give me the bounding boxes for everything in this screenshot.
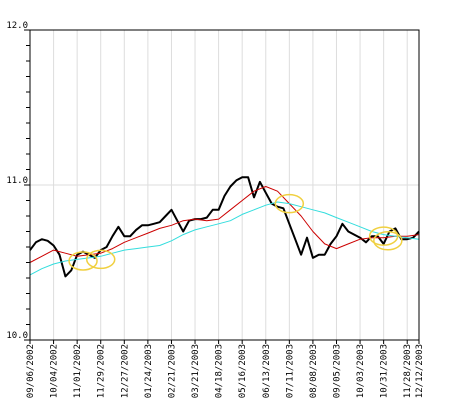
x-tick-label: 12/12/2003: [415, 344, 425, 398]
annotation-ellipse: [274, 193, 305, 214]
x-tick-label: 06/13/2003: [262, 344, 272, 398]
y-tick-label: 10.0: [6, 331, 28, 341]
y-tick-label: 11.0: [6, 176, 28, 186]
x-tick-label: 11/29/2002: [97, 344, 107, 398]
x-tick-label: 01/24/2003: [144, 344, 154, 398]
annotation-ellipse: [68, 251, 98, 271]
x-tick-label: 07/11/2003: [285, 344, 295, 398]
x-tick-label: 09/06/2002: [26, 344, 36, 398]
x-tick-label: 05/16/2003: [238, 344, 248, 398]
annotation-ellipse: [368, 226, 399, 246]
x-tick-label: 10/04/2002: [50, 344, 60, 398]
series-group: [29, 176, 420, 278]
plot-frame: [24, 29, 420, 344]
annotation-ellipse: [85, 249, 116, 270]
x-tick-label: 11/28/2003: [403, 344, 413, 398]
series-line-1: [29, 176, 420, 278]
x-tick-label: 03/21/2003: [191, 344, 201, 398]
y-axis: 10.0 11.0 12.0: [6, 21, 28, 341]
x-tick-label: 12/27/2002: [120, 344, 130, 398]
x-axis: 09/06/2002 10/04/2002 11/01/2002 11/29/2002…: [26, 344, 425, 398]
x-tick-label: 11/01/2002: [73, 344, 83, 398]
series-line-2: [29, 186, 420, 263]
x-tick-label: 02/21/2003: [167, 344, 177, 398]
x-tick-label: 04/18/2003: [215, 344, 225, 398]
x-tick-label: 10/03/2003: [356, 344, 366, 398]
y-tick-label: 12.0: [6, 21, 28, 31]
x-tick-label: 09/05/2003: [332, 344, 342, 398]
annotation-group: [68, 193, 403, 271]
x-tick-label: 10/31/2003: [380, 344, 390, 398]
grid: [29, 29, 420, 341]
annotation-ellipse: [373, 231, 403, 251]
x-tick-label: 08/08/2003: [309, 344, 319, 398]
